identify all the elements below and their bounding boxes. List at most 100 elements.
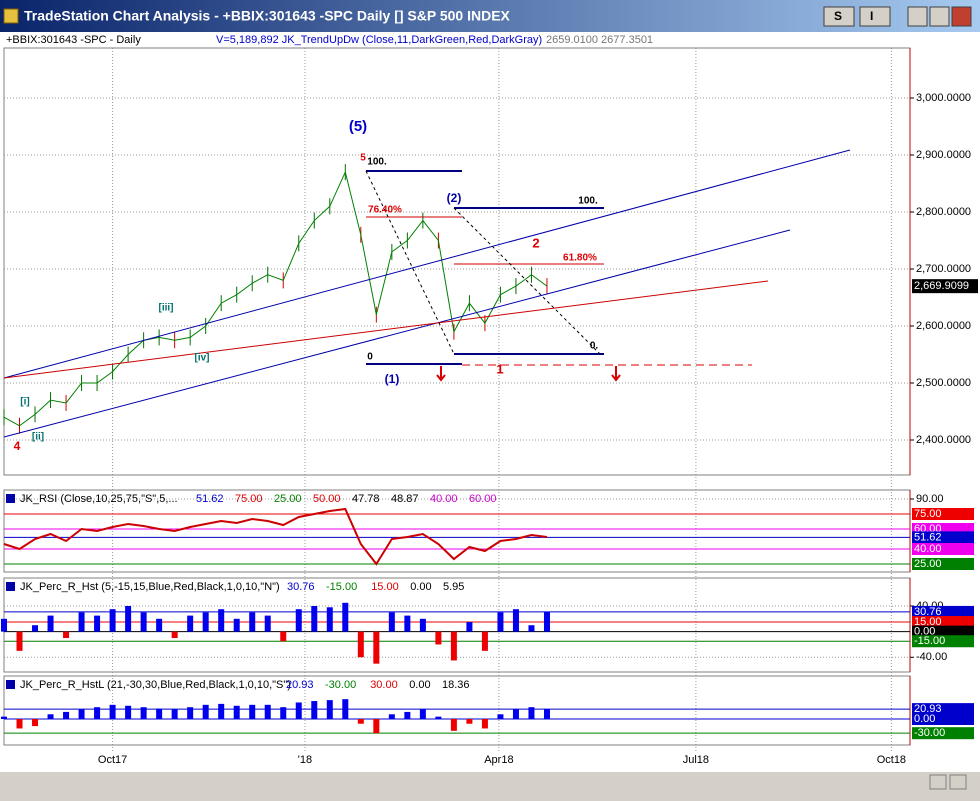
histogram-bar <box>156 708 163 720</box>
level-box <box>912 713 974 726</box>
wave-annotation: 76.40% <box>368 205 402 216</box>
wave-annotation: 0. <box>590 341 599 352</box>
level-box <box>912 635 974 648</box>
histogram-bar <box>528 625 535 632</box>
histogram-bar <box>357 719 364 724</box>
drawing-line <box>3 149 851 379</box>
indicator-readout: 5.95 <box>443 581 464 593</box>
window-close-button[interactable] <box>951 6 972 27</box>
indicator-readout: 50.00 <box>313 493 341 505</box>
level-label: -15.00 <box>914 635 945 647</box>
price-readout: 2659.0100 2677.3501 <box>546 34 653 46</box>
fib-diagonal <box>453 207 601 355</box>
indicator-readout: 60.00 <box>469 493 497 505</box>
histogram-bar <box>264 615 271 632</box>
histogram-bar <box>94 615 101 632</box>
histogram-bar <box>202 704 209 720</box>
title-bar <box>0 0 980 32</box>
x-tick-label: '18 <box>298 754 312 766</box>
drawing-line <box>3 280 769 379</box>
price-line <box>3 170 548 427</box>
panel-icon <box>6 582 15 591</box>
histogram-bar <box>419 709 426 720</box>
histogram-bar <box>140 707 147 720</box>
histogram-bar <box>419 618 426 632</box>
indicator-readout: 15.00 <box>371 581 399 593</box>
toolbar-button-label[interactable]: S <box>834 9 842 23</box>
level-box <box>912 616 974 629</box>
window-max-button[interactable] <box>929 6 950 27</box>
level-label: 51.62 <box>914 531 942 543</box>
y-tick-label: 2,800.0000 <box>916 206 971 218</box>
level-label: 30.76 <box>914 606 942 618</box>
scrollbar[interactable] <box>0 772 980 796</box>
indicator-readout: 30.76 <box>287 581 315 593</box>
wave-annotation: [i] <box>20 397 29 408</box>
histogram-bar <box>249 704 256 720</box>
histogram-bar <box>125 705 132 720</box>
histogram-bar <box>32 625 39 632</box>
window-min-button[interactable] <box>907 6 928 27</box>
histogram-bar <box>187 615 194 632</box>
wave-annotation: 4 <box>14 439 21 453</box>
scroll-button[interactable] <box>929 774 947 790</box>
histogram-bar <box>481 631 488 651</box>
histogram-bar <box>543 709 550 720</box>
histogram-bar <box>187 707 194 720</box>
level-box <box>912 625 974 638</box>
histogram-bar <box>466 622 473 632</box>
x-tick-label: Apr18 <box>484 754 513 766</box>
level-label: 0.00 <box>914 626 935 638</box>
histogram-bar <box>497 714 504 720</box>
histogram-bar <box>171 709 178 720</box>
window-title: TradeStation Chart Analysis - +BBIX:3016… <box>24 8 511 24</box>
histogram-bar <box>32 719 39 727</box>
level-box <box>912 605 974 618</box>
level-box <box>912 543 974 555</box>
panel-icon <box>6 494 15 503</box>
histogram-bar <box>1 618 7 632</box>
toolbar-button[interactable] <box>859 6 891 27</box>
x-tick-label: Jul18 <box>683 754 709 766</box>
level-label: 0.00 <box>914 713 935 725</box>
histogram-bar <box>202 612 209 632</box>
down-arrow <box>611 366 621 382</box>
indicator-readout: 47.78 <box>352 493 380 505</box>
scroll-button[interactable] <box>949 774 967 790</box>
level-box <box>912 508 974 520</box>
y-tick-label: 3,000.0000 <box>916 92 971 104</box>
wave-annotation: 100. <box>578 196 598 207</box>
indicator-label: JK_Perc_R_Hst (5,-15,15,Blue,Red,Black,1… <box>20 581 280 593</box>
histogram-bar <box>326 607 333 632</box>
indicator-readout: 30.00 <box>370 679 398 691</box>
histogram-bar <box>543 611 550 632</box>
indicator-readout: 40.00 <box>430 493 458 505</box>
histogram-bar <box>342 602 349 632</box>
level-label: 25.00 <box>914 558 942 570</box>
histogram-bar <box>63 631 70 639</box>
histogram-bar <box>218 703 225 720</box>
toolbar-button[interactable] <box>823 6 855 27</box>
histogram-bar <box>233 618 240 632</box>
last-price-label: 2,669.9099 <box>914 280 969 292</box>
toolbar-button-label[interactable]: I <box>870 9 873 23</box>
histogram-bar <box>435 631 442 645</box>
histogram-bar <box>373 719 380 734</box>
histogram-bar <box>171 631 178 639</box>
histogram-bar <box>357 631 364 658</box>
histogram-bar <box>218 609 225 632</box>
level-box <box>912 703 974 716</box>
histogram-bar <box>512 709 519 720</box>
histogram-bar <box>481 719 488 729</box>
wave-annotation: [iii] <box>159 303 174 314</box>
histogram-bar <box>94 707 101 720</box>
level-box <box>912 558 974 570</box>
y-tick-label: 90.00 <box>916 493 944 505</box>
histogram-bar <box>512 609 519 632</box>
indicator-readout: 51.62 <box>196 493 224 505</box>
histogram-bar <box>109 609 116 632</box>
histogram-bar <box>388 612 395 632</box>
wave-annotation: [iv] <box>195 353 210 364</box>
level-label: 20.93 <box>914 703 942 715</box>
